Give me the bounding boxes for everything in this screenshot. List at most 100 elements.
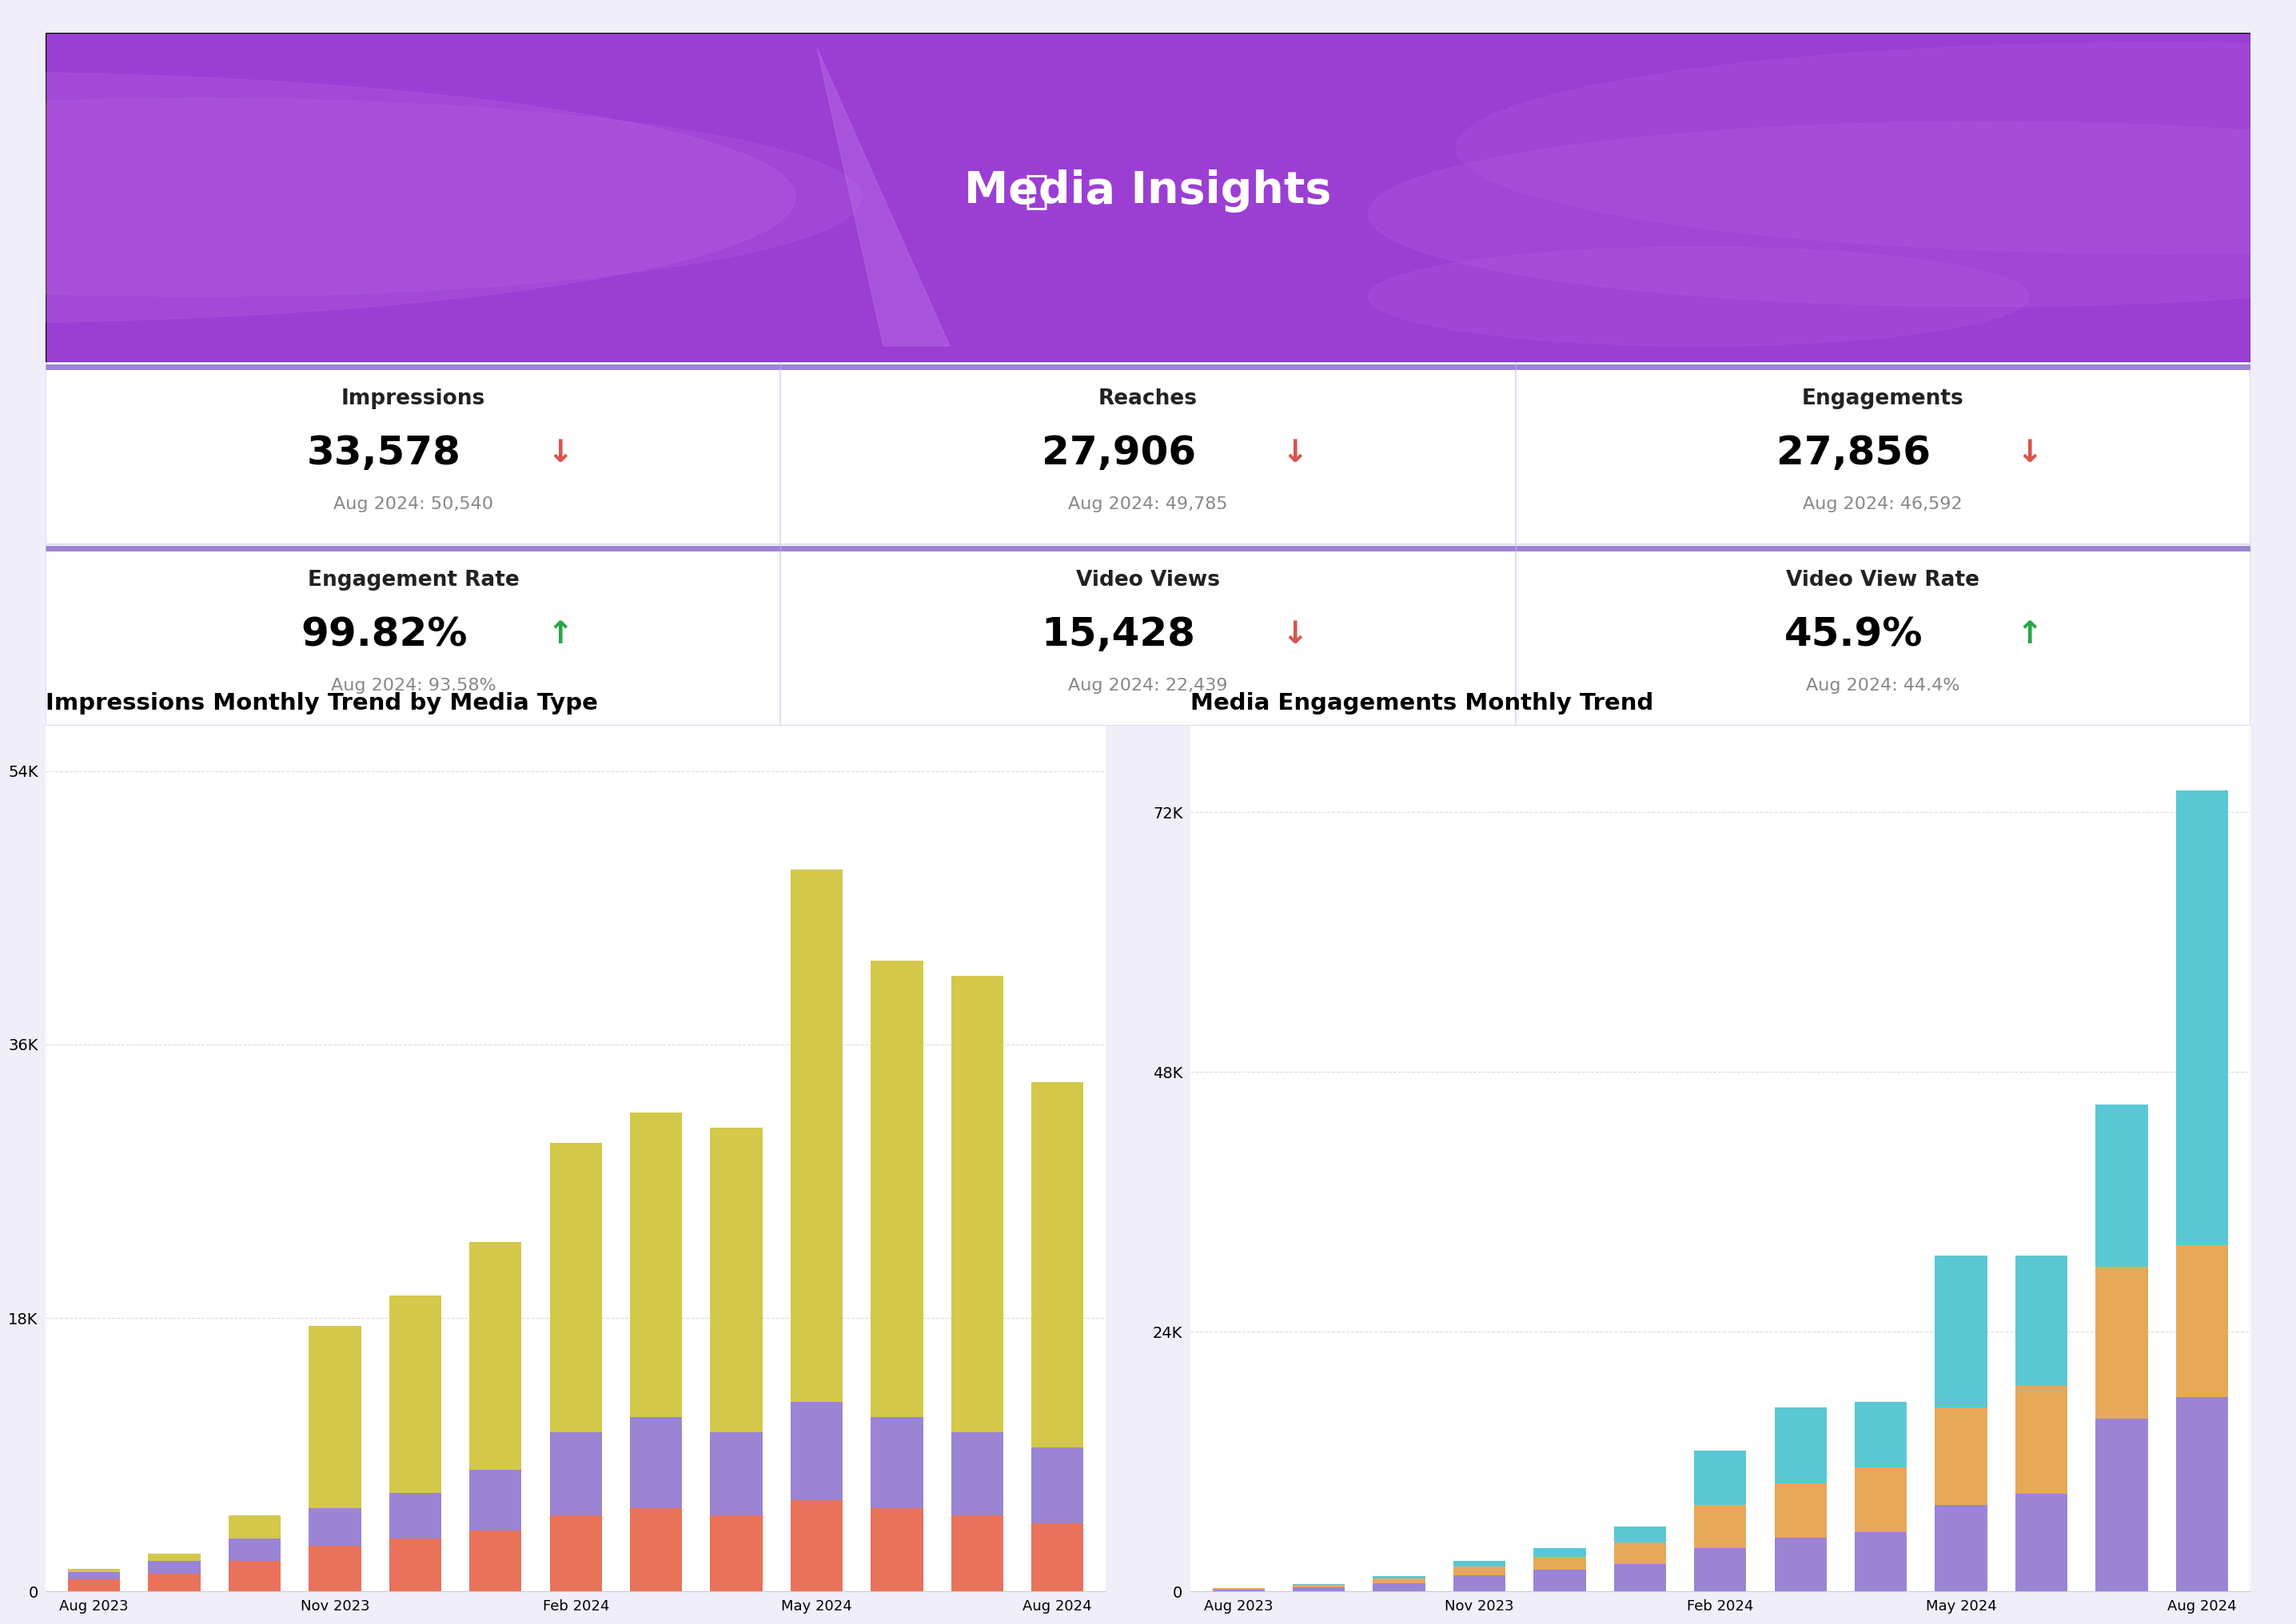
Text: Impressions Monthly Trend by Media Type: Impressions Monthly Trend by Media Type bbox=[46, 692, 599, 715]
Bar bbox=[69, 1580, 119, 1592]
Polygon shape bbox=[817, 49, 951, 346]
Bar bbox=[1453, 1567, 1506, 1575]
Bar bbox=[310, 1546, 360, 1592]
Bar bbox=[870, 1416, 923, 1509]
Bar bbox=[69, 1572, 119, 1580]
Circle shape bbox=[1456, 42, 2296, 253]
Bar bbox=[1031, 1447, 1084, 1523]
Bar bbox=[1453, 1561, 1506, 1567]
Bar bbox=[549, 1432, 602, 1515]
Bar bbox=[1775, 1538, 1828, 1592]
FancyBboxPatch shape bbox=[46, 544, 781, 726]
Text: Aug 2024: 22,439: Aug 2024: 22,439 bbox=[1068, 677, 1228, 693]
Bar bbox=[790, 1402, 843, 1501]
Bar bbox=[549, 1143, 602, 1432]
Text: 99.82%: 99.82% bbox=[301, 615, 466, 654]
Circle shape bbox=[0, 71, 794, 323]
Circle shape bbox=[0, 99, 861, 297]
Text: 27,856: 27,856 bbox=[1777, 434, 1931, 473]
Text: Aug 2024: 93.58%: Aug 2024: 93.58% bbox=[331, 677, 496, 693]
Bar bbox=[1855, 1531, 1908, 1592]
Bar bbox=[1614, 1543, 1667, 1564]
Bar bbox=[709, 1432, 762, 1515]
Text: Aug 2024: 50,540: Aug 2024: 50,540 bbox=[333, 495, 494, 512]
Bar bbox=[1534, 1570, 1587, 1592]
Bar bbox=[69, 1569, 119, 1572]
Bar bbox=[1775, 1408, 1828, 1483]
Bar bbox=[1936, 1255, 1986, 1408]
Text: Media Engagements Monthly Trend: Media Engagements Monthly Trend bbox=[1189, 692, 1653, 715]
Text: Media Insights: Media Insights bbox=[964, 169, 1332, 213]
Text: ↓: ↓ bbox=[546, 438, 574, 468]
Bar bbox=[1694, 1450, 1747, 1505]
Text: ⓘ: ⓘ bbox=[1024, 172, 1049, 209]
Bar bbox=[1031, 1083, 1084, 1447]
Bar bbox=[1453, 1575, 1506, 1592]
Bar bbox=[2016, 1255, 2066, 1385]
Bar bbox=[870, 1509, 923, 1592]
Text: ↓: ↓ bbox=[2016, 438, 2043, 468]
FancyBboxPatch shape bbox=[46, 362, 781, 544]
Text: Aug 2024: 44.4%: Aug 2024: 44.4% bbox=[1805, 677, 1961, 693]
Bar bbox=[951, 1515, 1003, 1592]
Bar bbox=[230, 1561, 280, 1592]
Text: ↑: ↑ bbox=[2016, 619, 2043, 650]
Bar bbox=[149, 1554, 200, 1561]
Bar bbox=[2016, 1385, 2066, 1494]
Bar bbox=[230, 1538, 280, 1561]
Bar bbox=[790, 870, 843, 1402]
Bar bbox=[468, 1470, 521, 1531]
Text: ↑: ↑ bbox=[546, 619, 574, 650]
Bar bbox=[1855, 1402, 1908, 1466]
Text: Reaches: Reaches bbox=[1097, 388, 1199, 409]
Bar bbox=[790, 1501, 843, 1592]
Text: Engagements: Engagements bbox=[1802, 388, 1963, 409]
Text: 45.9%: 45.9% bbox=[1784, 615, 1922, 654]
Bar bbox=[310, 1509, 360, 1546]
Bar bbox=[1694, 1505, 1747, 1548]
Bar bbox=[149, 1561, 200, 1574]
Bar bbox=[1373, 1577, 1426, 1579]
Bar bbox=[951, 1432, 1003, 1515]
Bar bbox=[468, 1242, 521, 1470]
Bar bbox=[1534, 1557, 1587, 1570]
Bar bbox=[2177, 1246, 2227, 1397]
Bar bbox=[629, 1509, 682, 1592]
Bar bbox=[1373, 1583, 1426, 1592]
FancyBboxPatch shape bbox=[1515, 362, 2250, 544]
Bar bbox=[230, 1515, 280, 1538]
Text: Impressions: Impressions bbox=[342, 388, 484, 409]
Bar bbox=[2096, 1104, 2147, 1267]
Text: 15,428: 15,428 bbox=[1042, 615, 1196, 654]
Text: Aug 2024: 46,592: Aug 2024: 46,592 bbox=[1802, 495, 1963, 512]
Bar bbox=[1293, 1585, 1345, 1587]
Text: Video Views: Video Views bbox=[1077, 570, 1219, 591]
Circle shape bbox=[1368, 247, 2030, 346]
Text: 27,906: 27,906 bbox=[1042, 434, 1196, 473]
Bar bbox=[1614, 1527, 1667, 1543]
FancyBboxPatch shape bbox=[46, 32, 2250, 362]
Bar bbox=[629, 1112, 682, 1416]
Text: Video View Rate: Video View Rate bbox=[1786, 570, 1979, 591]
Bar bbox=[149, 1574, 200, 1592]
Bar bbox=[1936, 1505, 1986, 1592]
FancyBboxPatch shape bbox=[781, 362, 1515, 544]
Bar bbox=[709, 1515, 762, 1592]
Bar bbox=[1373, 1579, 1426, 1583]
Bar bbox=[951, 976, 1003, 1432]
Text: ↓: ↓ bbox=[1281, 619, 1309, 650]
Bar bbox=[1694, 1548, 1747, 1592]
Text: Aug 2024: 49,785: Aug 2024: 49,785 bbox=[1068, 495, 1228, 512]
Bar bbox=[388, 1492, 441, 1538]
Bar bbox=[388, 1538, 441, 1592]
Bar bbox=[629, 1416, 682, 1509]
Bar bbox=[2016, 1494, 2066, 1592]
Bar bbox=[388, 1296, 441, 1492]
Bar bbox=[1031, 1523, 1084, 1592]
Bar bbox=[1212, 1590, 1265, 1592]
FancyBboxPatch shape bbox=[1515, 544, 2250, 726]
Text: 33,578: 33,578 bbox=[308, 434, 461, 473]
Text: Engagement Rate: Engagement Rate bbox=[308, 570, 519, 591]
Bar bbox=[709, 1129, 762, 1432]
Bar bbox=[2096, 1418, 2147, 1592]
